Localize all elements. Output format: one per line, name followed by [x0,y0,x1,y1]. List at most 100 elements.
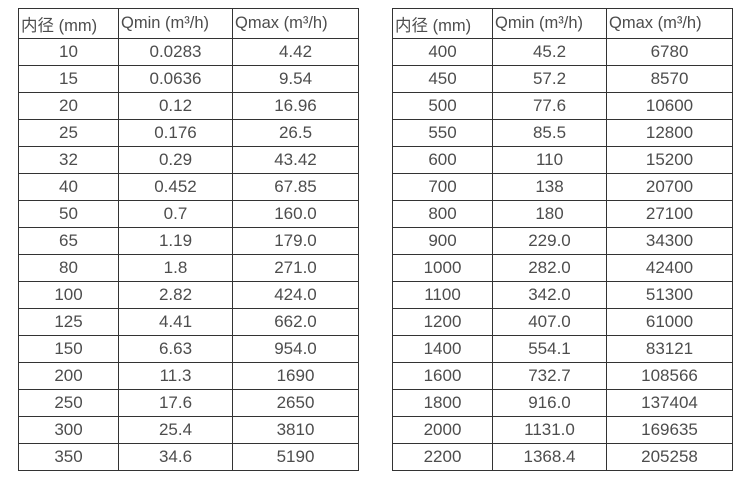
table-row: 1400 554.1 83121 [392,335,733,363]
qmax-cell: 169635 [606,416,733,444]
table-row: 550 85.5 12800 [392,119,733,147]
inner-diameter-cell: 25 [18,119,119,147]
qmin-cell: 0.7 [118,200,233,228]
qmin-cell: 34.6 [118,443,233,471]
table-row: 50 0.7 160.0 [18,200,359,228]
qmin-cell: 0.0636 [118,65,233,93]
qmax-cell: 10600 [606,92,733,120]
qmin-cell: 1131.0 [492,416,607,444]
qmax-cell: 108566 [606,362,733,390]
qmax-cell: 662.0 [232,308,359,336]
table-row: 2200 1368.4 205258 [392,443,733,471]
qmax-cell: 67.85 [232,173,359,201]
qmin-cell: 57.2 [492,65,607,93]
qmax-cell: 5190 [232,443,359,471]
qmax-cell: 2650 [232,389,359,417]
inner-diameter-cell: 100 [18,281,119,309]
qmax-cell: 61000 [606,308,733,336]
qmax-cell: 160.0 [232,200,359,228]
qmax-cell: 43.42 [232,146,359,174]
inner-diameter-cell: 350 [18,443,119,471]
inner-diameter-cell: 500 [392,92,493,120]
qmax-cell: 424.0 [232,281,359,309]
qmax-cell: 179.0 [232,227,359,255]
inner-diameter-cell: 125 [18,308,119,336]
qmin-cell: 77.6 [492,92,607,120]
table-row: 300 25.4 3810 [18,416,359,444]
qmin-cell: 554.1 [492,335,607,363]
qmin-cell: 1368.4 [492,443,607,471]
table-row: 10 0.0283 4.42 [18,38,359,66]
qmax-cell: 51300 [606,281,733,309]
qmin-cell: 407.0 [492,308,607,336]
qmin-cell: 25.4 [118,416,233,444]
inner-diameter-cell: 1800 [392,389,493,417]
qmin-cell: 110 [492,146,607,174]
right-table-body: 400 45.2 6780 450 57.2 8570 500 77.6 10600 550 85.… [392,38,733,471]
inner-diameter-cell: 1000 [392,254,493,282]
inner-diameter-cell: 250 [18,389,119,417]
column-header-qmin: Qmin (m³/h) [492,8,607,39]
column-header-qmin: Qmin (m³/h) [118,8,233,39]
qmin-cell: 180 [492,200,607,228]
qmin-cell: 6.63 [118,335,233,363]
left-table-body: 10 0.0283 4.42 15 0.0636 9.54 20 0.12 16.96 25 0.1… [18,38,359,471]
inner-diameter-cell: 150 [18,335,119,363]
qmax-cell: 20700 [606,173,733,201]
column-header-inner-diameter: 内径 (mm) [392,8,493,39]
inner-diameter-cell: 400 [392,38,493,66]
table-row: 200 11.3 1690 [18,362,359,390]
inner-diameter-cell: 700 [392,173,493,201]
qmax-cell: 8570 [606,65,733,93]
table-row: 25 0.176 26.5 [18,119,359,147]
qmax-cell: 83121 [606,335,733,363]
inner-diameter-cell: 200 [18,362,119,390]
qmin-cell: 0.452 [118,173,233,201]
table-header-row: 内径 (mm) Qmin (m³/h) Qmax (m³/h) [18,8,359,39]
qmax-cell: 4.42 [232,38,359,66]
table-row: 1600 732.7 108566 [392,362,733,390]
column-header-qmax: Qmax (m³/h) [606,8,733,39]
qmin-cell: 0.0283 [118,38,233,66]
qmax-cell: 26.5 [232,119,359,147]
inner-diameter-cell: 1600 [392,362,493,390]
qmin-cell: 2.82 [118,281,233,309]
table-row: 900 229.0 34300 [392,227,733,255]
column-header-qmax: Qmax (m³/h) [232,8,359,39]
inner-diameter-cell: 1200 [392,308,493,336]
table-row: 40 0.452 67.85 [18,173,359,201]
qmax-cell: 954.0 [232,335,359,363]
inner-diameter-cell: 15 [18,65,119,93]
flow-range-table-large-diameters: 内径 (mm) Qmin (m³/h) Qmax (m³/h) 400 45.2 6… [392,8,733,471]
qmax-cell: 1690 [232,362,359,390]
qmax-cell: 34300 [606,227,733,255]
qmax-cell: 6780 [606,38,733,66]
table-row: 400 45.2 6780 [392,38,733,66]
inner-diameter-cell: 900 [392,227,493,255]
qmax-cell: 3810 [232,416,359,444]
qmin-cell: 17.6 [118,389,233,417]
inner-diameter-cell: 2000 [392,416,493,444]
qmax-cell: 9.54 [232,65,359,93]
inner-diameter-cell: 450 [392,65,493,93]
table-row: 2000 1131.0 169635 [392,416,733,444]
table-row: 1200 407.0 61000 [392,308,733,336]
table-row: 80 1.8 271.0 [18,254,359,282]
inner-diameter-cell: 10 [18,38,119,66]
qmin-cell: 45.2 [492,38,607,66]
qmax-cell: 27100 [606,200,733,228]
table-row: 600 110 15200 [392,146,733,174]
qmax-cell: 42400 [606,254,733,282]
qmax-cell: 271.0 [232,254,359,282]
table-row: 700 138 20700 [392,173,733,201]
qmax-cell: 205258 [606,443,733,471]
qmax-cell: 12800 [606,119,733,147]
qmax-cell: 15200 [606,146,733,174]
table-row: 65 1.19 179.0 [18,227,359,255]
table-row: 500 77.6 10600 [392,92,733,120]
table-row: 1800 916.0 137404 [392,389,733,417]
flow-range-table-small-diameters: 内径 (mm) Qmin (m³/h) Qmax (m³/h) 10 0.0283… [18,8,359,471]
qmin-cell: 0.176 [118,119,233,147]
inner-diameter-cell: 50 [18,200,119,228]
